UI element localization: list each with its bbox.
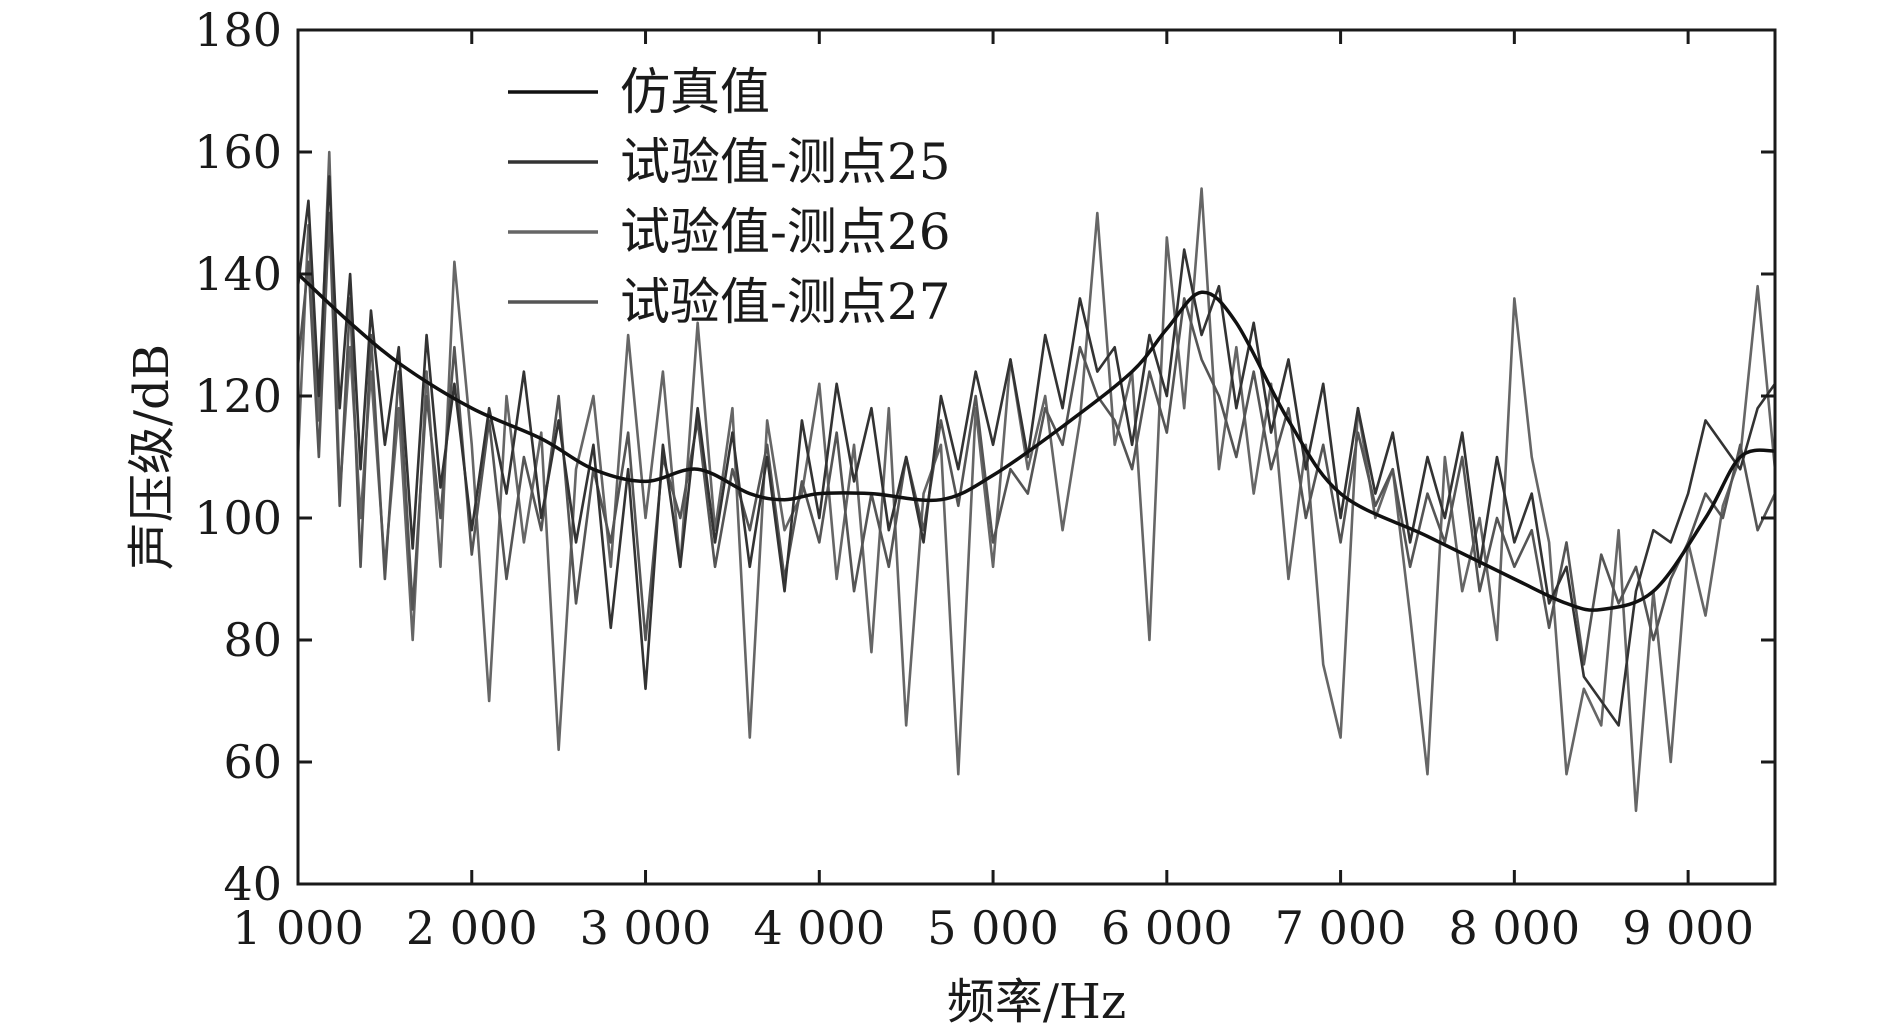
x-tick-label: 6 000	[1101, 901, 1233, 955]
series-line-4	[296, 211, 1777, 666]
y-tick-label: 180	[194, 3, 282, 57]
x-tick-label: 1 000	[232, 901, 364, 955]
legend-label-3: 试验值-测点26	[620, 203, 951, 261]
x-tick-label: 2 000	[406, 901, 538, 955]
x-tick-label: 3 000	[580, 901, 712, 955]
y-tick-label: 140	[194, 247, 282, 301]
y-tick-label: 120	[194, 369, 282, 423]
y-tick-label: 80	[223, 613, 282, 667]
x-tick-label: 7 000	[1275, 901, 1407, 955]
x-tick-label: 5 000	[927, 901, 1059, 955]
y-tick-label: 160	[194, 125, 282, 179]
axis-ticks	[296, 28, 1775, 886]
legend-label-4: 试验值-测点27	[620, 273, 951, 331]
y-tick-label: 40	[223, 857, 282, 911]
series-line-2	[296, 175, 1777, 727]
axis-tick-labels: 1 000 2 000 3 000 4 000 5 000 6 000 7 000 8 000…	[194, 3, 1754, 955]
legend-label-2: 试验值-测点25	[620, 133, 951, 191]
plot-frame	[296, 28, 1777, 886]
x-axis-title: 频率/Hz	[947, 974, 1126, 1028]
y-tick-label: 100	[194, 491, 282, 545]
x-tick-label: 9 000	[1622, 901, 1754, 955]
series-line-3	[296, 150, 1777, 813]
x-tick-label: 4 000	[753, 901, 885, 955]
y-tick-label: 60	[223, 735, 282, 789]
plot-area	[296, 150, 1777, 813]
legend-label-1: 仿真值	[620, 63, 770, 121]
y-axis-title: 声压级/dB	[124, 344, 180, 570]
x-tick-label: 8 000	[1449, 901, 1581, 955]
series-line-1	[296, 272, 1776, 612]
